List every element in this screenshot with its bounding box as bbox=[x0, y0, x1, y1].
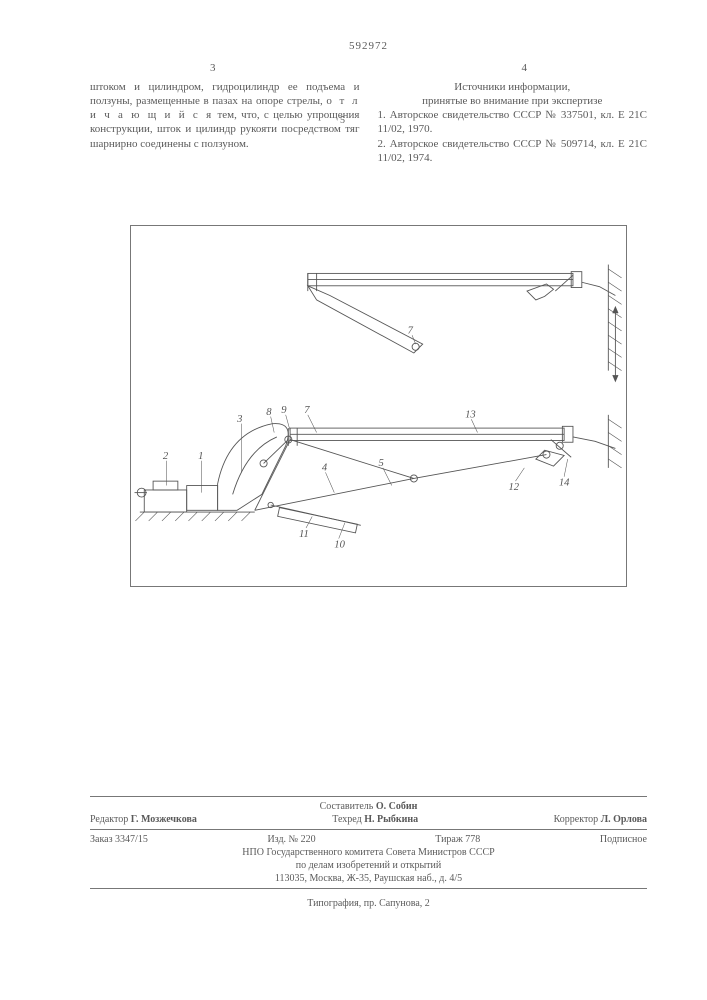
source-item-2: 2. Авторское свидетельство СССР № 509714… bbox=[378, 137, 648, 166]
order-value: 3347/15 bbox=[115, 834, 148, 845]
text-columns: штоком и цилиндром, гидроцилиндр ее подъ… bbox=[90, 80, 647, 166]
figure-svg: 1 2 3 4 5 7 7 8 9 10 11 12 13 14 bbox=[131, 226, 626, 586]
order-label: Заказ bbox=[90, 834, 113, 845]
org-line-2: по делам изобретений и открытий bbox=[90, 859, 647, 872]
source-item-1: 1. Авторское свидетельство СССР № 337501… bbox=[378, 108, 648, 137]
tirazh-label: Тираж bbox=[435, 834, 463, 845]
tech-label: Техред bbox=[332, 814, 361, 825]
podpisnoe: Подписное bbox=[600, 833, 647, 846]
fig-label-8: 8 bbox=[266, 407, 272, 418]
col-num-left: 3 bbox=[210, 62, 216, 76]
corrector-label: Корректор bbox=[554, 814, 599, 825]
fig-label-1: 1 bbox=[198, 451, 203, 462]
fig-label-3: 3 bbox=[236, 414, 242, 425]
colophon: Составитель О. Собин Редактор Г. Мозжечк… bbox=[90, 793, 647, 910]
left-column: штоком и цилиндром, гидроцилиндр ее подъ… bbox=[90, 80, 360, 166]
sources-head-1: Источники информации, bbox=[378, 80, 648, 94]
fig-label-2: 2 bbox=[163, 451, 169, 462]
typography-line: Типография, пр. Сапунова, 2 bbox=[90, 897, 647, 910]
fig-label-12: 12 bbox=[508, 482, 519, 493]
left-text-1: штоком и цилиндром, гидроцилиндр ее подъ… bbox=[90, 81, 360, 107]
fig-label-9: 9 bbox=[281, 405, 287, 416]
editor-name: Г. Мозжечкова bbox=[131, 814, 197, 825]
gutter-line-number: 5 bbox=[340, 115, 345, 128]
right-column: Источники информации, принятые во вниман… bbox=[378, 80, 648, 166]
fig-label-10: 10 bbox=[334, 540, 345, 551]
editor-label: Редактор bbox=[90, 814, 128, 825]
corrector-name: Л. Орлова bbox=[601, 814, 647, 825]
doc-number: 592972 bbox=[90, 40, 647, 54]
sources-head-2: принятые во внимание при экспертизе bbox=[378, 94, 648, 108]
fig-label-13: 13 bbox=[465, 410, 476, 421]
address: 113035, Москва, Ж-35, Раушская наб., д. … bbox=[90, 872, 647, 885]
tech-name: Н. Рыбкина bbox=[364, 814, 418, 825]
compiler-label: Составитель bbox=[320, 801, 374, 812]
fig-label-11: 11 bbox=[299, 529, 309, 540]
fig-label-7b: 7 bbox=[304, 405, 310, 416]
izd-label: Изд. № bbox=[267, 834, 298, 845]
compiler-name: О. Собин bbox=[376, 801, 418, 812]
org-line-1: НПО Государственного комитета Совета Мин… bbox=[90, 846, 647, 859]
fig-label-4: 4 bbox=[322, 463, 328, 474]
col-num-right: 4 bbox=[522, 62, 528, 76]
fig-label-5: 5 bbox=[379, 458, 384, 469]
fig-label-14: 14 bbox=[559, 478, 570, 489]
tirazh-value: 778 bbox=[465, 834, 480, 845]
izd-value: 220 bbox=[301, 834, 316, 845]
patent-figure: 1 2 3 4 5 7 7 8 9 10 11 12 13 14 bbox=[130, 225, 627, 587]
column-numbers: 3 4 bbox=[90, 62, 647, 76]
fig-label-7a: 7 bbox=[408, 326, 414, 337]
